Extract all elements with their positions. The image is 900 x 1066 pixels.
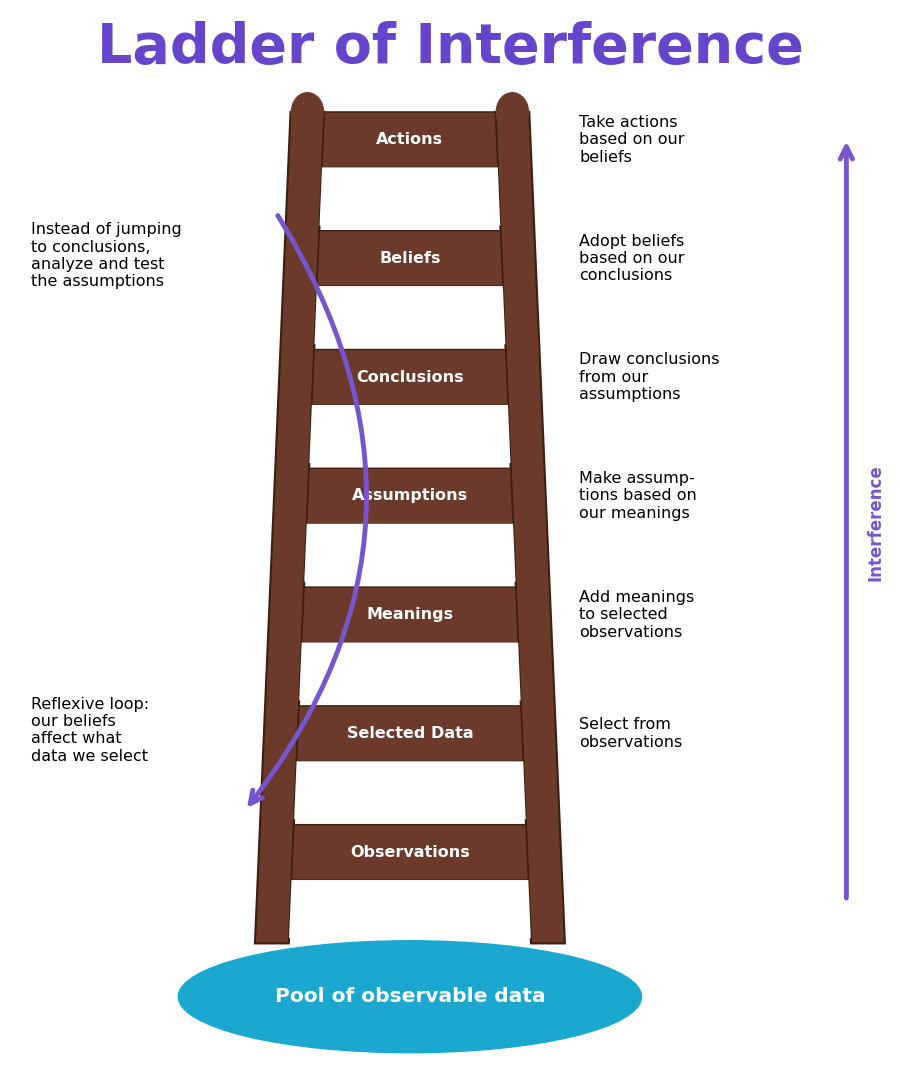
Text: Reflexive loop:
our beliefs
affect what
data we select: Reflexive loop: our beliefs affect what … — [32, 696, 149, 764]
Circle shape — [292, 93, 323, 131]
Text: Meanings: Meanings — [366, 608, 454, 623]
Text: Actions: Actions — [376, 132, 444, 147]
Polygon shape — [302, 587, 518, 643]
Text: Assumptions: Assumptions — [352, 488, 468, 503]
Polygon shape — [297, 706, 523, 761]
Text: Conclusions: Conclusions — [356, 370, 464, 385]
Circle shape — [496, 93, 528, 131]
Polygon shape — [289, 881, 531, 938]
Polygon shape — [322, 112, 498, 167]
Polygon shape — [495, 112, 565, 943]
Polygon shape — [314, 286, 506, 344]
Polygon shape — [299, 643, 520, 700]
Text: Add meanings
to selected
observations: Add meanings to selected observations — [580, 589, 695, 640]
Text: Instead of jumping
to conclusions,
analyze and test
the assumptions: Instead of jumping to conclusions, analy… — [32, 222, 182, 290]
Polygon shape — [310, 405, 510, 463]
FancyArrowPatch shape — [250, 215, 366, 804]
Polygon shape — [292, 825, 528, 881]
Text: Make assump-
tions based on
our meanings: Make assump- tions based on our meanings — [580, 471, 697, 521]
Text: Observations: Observations — [350, 845, 470, 860]
Text: Pool of observable data: Pool of observable data — [274, 987, 545, 1006]
Polygon shape — [307, 468, 513, 523]
Polygon shape — [320, 167, 500, 225]
FancyArrowPatch shape — [841, 147, 852, 898]
Text: Take actions
based on our
beliefs: Take actions based on our beliefs — [580, 115, 685, 164]
Text: Ladder of Interference: Ladder of Interference — [96, 21, 804, 75]
Ellipse shape — [178, 941, 642, 1053]
Polygon shape — [317, 230, 503, 286]
Text: Interference: Interference — [867, 464, 885, 581]
Polygon shape — [304, 523, 516, 582]
Text: Beliefs: Beliefs — [379, 251, 441, 265]
Text: Draw conclusions
from our
assumptions: Draw conclusions from our assumptions — [580, 352, 720, 402]
Text: Adopt beliefs
based on our
conclusions: Adopt beliefs based on our conclusions — [580, 233, 685, 284]
Text: Select from
observations: Select from observations — [580, 717, 682, 749]
Polygon shape — [255, 112, 324, 943]
Text: Selected Data: Selected Data — [346, 726, 473, 741]
Polygon shape — [311, 350, 508, 405]
Polygon shape — [294, 761, 526, 820]
